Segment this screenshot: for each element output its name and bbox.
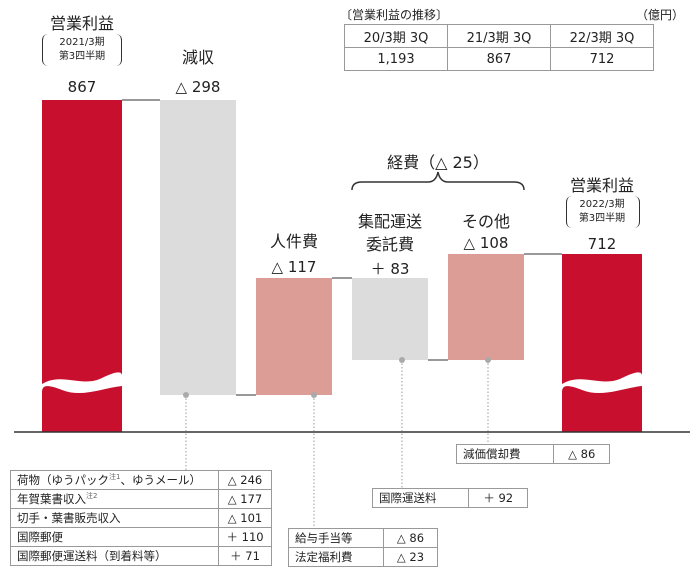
table-row: 給与手当等 △ 86	[288, 528, 439, 548]
revenue-value: △ 298	[175, 78, 221, 96]
personnel-breakdown-table: 給与手当等 △ 86 法定福利費 △ 23	[288, 528, 439, 567]
breakdown-value: ＋ 110	[218, 527, 272, 547]
expense-group-brace	[351, 171, 525, 191]
trend-value: 867	[447, 47, 551, 71]
personnel-title: 人件費	[269, 232, 318, 251]
expense-group-title: 経費（△ 25）	[387, 153, 489, 172]
breakdown-value: ＋ 92	[468, 488, 528, 508]
collection-title-2: 委託費	[365, 235, 414, 254]
breakdown-value: △ 101	[218, 508, 272, 528]
other-breakdown-table: 減価償却費 △ 86	[455, 444, 610, 464]
breakdown-value: △ 246	[218, 470, 272, 490]
breakdown-label: 給与手当等	[288, 528, 384, 548]
axis-break-wave-0	[42, 372, 122, 394]
breakdown-value: ＋ 71	[218, 546, 272, 566]
revenue-title: 減収	[181, 48, 214, 67]
trend-value: 1,193	[344, 47, 448, 71]
breakdown-value: △ 23	[382, 547, 439, 567]
unit-label: （億円）	[636, 8, 685, 22]
end-period-2: 第3四半期	[578, 213, 626, 224]
leader-dot-0	[183, 392, 189, 398]
bar-1	[160, 100, 236, 395]
bar-2	[256, 278, 332, 395]
table-row: 国際郵便運送料（到着料等） ＋ 71	[9, 546, 272, 566]
trend-table: 20/3期 3Q 21/3期 3Q 22/3期 3Q 1,193 867 712	[344, 24, 654, 71]
start-period-1: 2021/3期	[59, 37, 105, 48]
breakdown-label: 国際運送料	[371, 488, 470, 508]
other-value: △ 108	[463, 234, 509, 252]
end-period-1: 2022/3期	[579, 199, 625, 210]
breakdown-value: △ 177	[218, 489, 272, 509]
breakdown-value: △ 86	[382, 528, 439, 548]
table-row: 減価償却費 △ 86	[455, 444, 610, 464]
table-row: 法定福利費 △ 23	[288, 547, 439, 567]
breakdown-label: 荷物（ゆうパック注1、ゆうメール）	[9, 470, 220, 490]
bar-5	[562, 254, 642, 432]
bar-3	[352, 278, 428, 360]
breakdown-label: 年賀葉書収入注2	[9, 489, 220, 509]
leader-dot-3	[485, 357, 491, 363]
axis-break-wave-5	[562, 372, 642, 394]
leader-dot-1	[311, 392, 317, 398]
trend-title: 〔営業利益の推移〕	[340, 8, 449, 22]
table-row: 切手・葉書販売収入 △ 101	[9, 508, 272, 528]
breakdown-label: 国際郵便	[9, 527, 220, 547]
bar-4	[448, 254, 524, 360]
trend-value: 712	[550, 47, 654, 71]
breakdown-label: 減価償却費	[455, 444, 555, 464]
start-value: 867	[67, 78, 97, 96]
start-period-2: 第3四半期	[58, 51, 106, 62]
other-title: その他	[461, 212, 510, 231]
breakdown-label: 法定福利費	[288, 547, 384, 567]
breakdown-label: 切手・葉書販売収入	[9, 508, 220, 528]
end-title: 営業利益	[569, 176, 634, 195]
collection-title-1: 集配運送	[357, 212, 422, 231]
leader-dot-2	[399, 357, 405, 363]
breakdown-label: 国際郵便運送料（到着料等）	[9, 546, 220, 566]
table-row: 年賀葉書収入注2 △ 177	[9, 489, 272, 509]
breakdown-value: △ 86	[553, 444, 610, 464]
table-row: 荷物（ゆうパック注1、ゆうメール） △ 246	[9, 470, 272, 490]
start-period-bracket	[42, 34, 122, 66]
start-title: 営業利益	[49, 14, 114, 33]
table-row: 国際郵便 ＋ 110	[9, 527, 272, 547]
collection-value: ＋ 83	[370, 260, 410, 278]
revenue-breakdown-table: 荷物（ゆうパック注1、ゆうメール） △ 246 年賀葉書収入注2 △ 177 切…	[9, 470, 272, 566]
table-row: 国際運送料 ＋ 92	[371, 488, 528, 508]
collection-breakdown-table: 国際運送料 ＋ 92	[371, 488, 528, 508]
personnel-value: △ 117	[271, 258, 317, 276]
end-value: 712	[587, 235, 617, 253]
end-period-bracket	[566, 196, 640, 228]
